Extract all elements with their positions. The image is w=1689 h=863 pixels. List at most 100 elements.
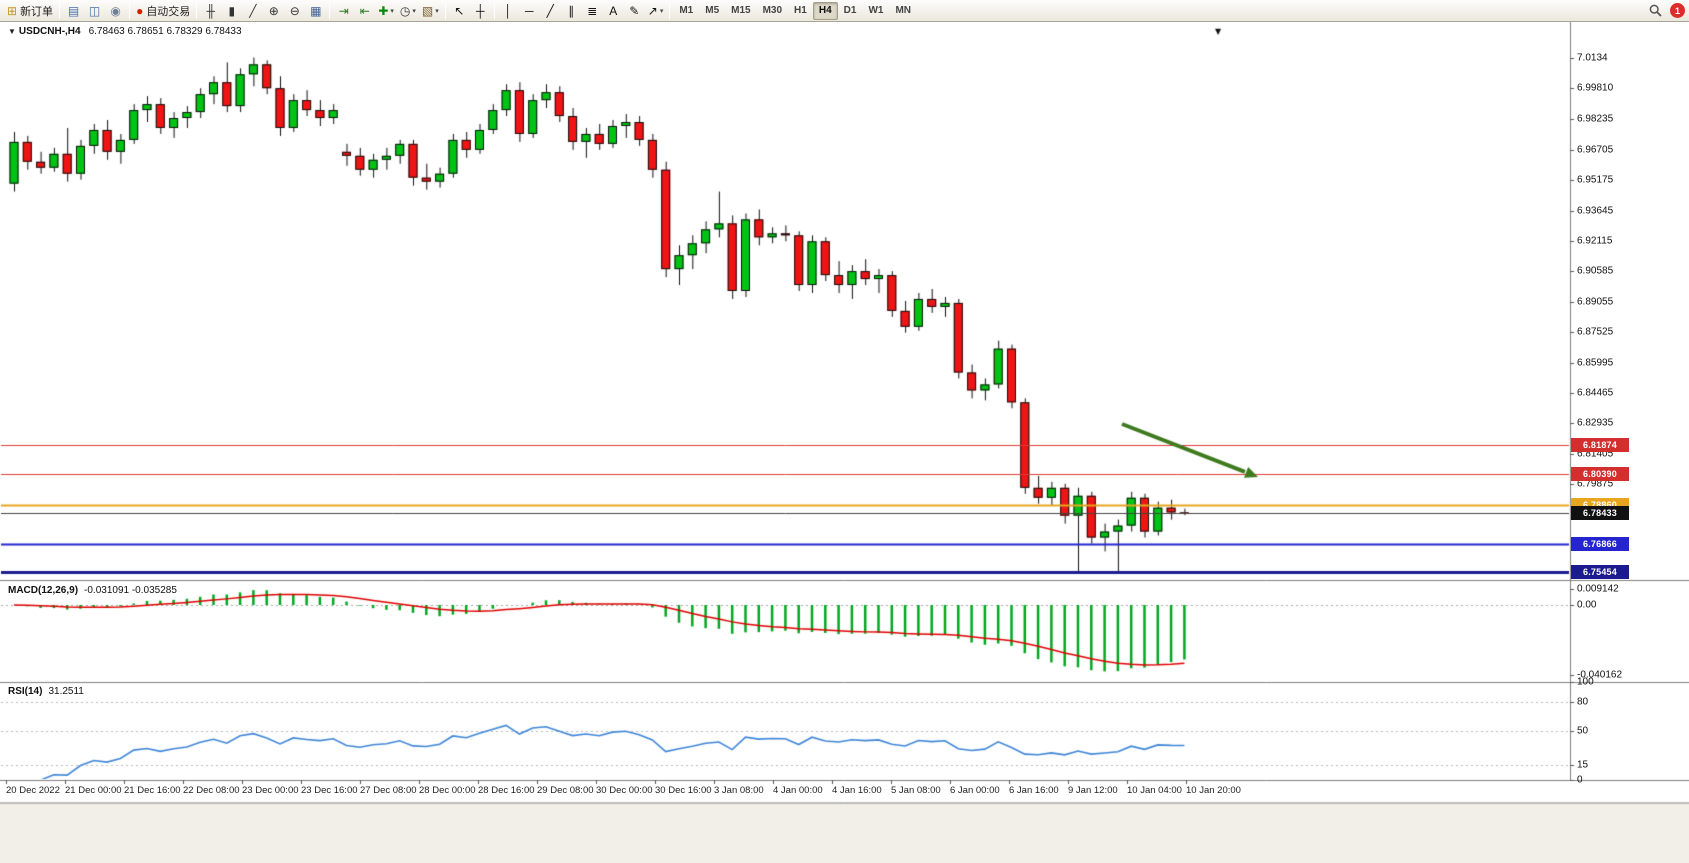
price-axis-tick: 6.99810 [1577,82,1614,94]
timeframe-h4-button[interactable]: H4 [812,1,838,20]
auto-trading-button[interactable]: ● 自动交易 [133,1,193,20]
trendline-button[interactable]: ╱ [540,1,561,20]
text-button[interactable]: A [603,1,624,20]
time-axis-label: 22 Dec 08:00 [183,785,240,796]
tile-windows-button[interactable]: ▦ [305,1,326,20]
timeframe-d1-button[interactable]: D1 [838,2,863,20]
macd-pane-label: MACD(12,26,9) -0.031091 -0.035285 [8,585,177,596]
indicators-button[interactable]: ✚ ▾ [375,1,397,20]
channel-icon: ∥ [568,3,575,18]
time-axis-label: 20 Dec 2022 [6,785,60,796]
price-level-badge: 6.78433 [1571,506,1629,520]
price-level-badge: 6.80390 [1571,467,1629,482]
candlestick-chart-icon: ▮ [228,3,236,18]
candlestick-chart-button[interactable]: ▮ [221,1,242,20]
indicators-icon: ✚ [378,3,389,18]
notification-badge[interactable]: 1 [1670,3,1685,18]
chart-canvas[interactable] [0,22,1689,863]
templates-icon: ▧ [421,3,434,18]
zoom-out-button[interactable]: ⊖ [284,1,305,20]
text-label-button[interactable]: ✎ [624,1,645,20]
price-axis-tick: 7.0134 [1577,52,1608,64]
chart-region[interactable]: ▼ USDCNH-,H4 6.78463 6.78651 6.78329 6.784… [0,22,1689,863]
rsi-axis-tick: 50 [1577,725,1589,737]
periods-button[interactable]: ◷ ▾ [397,1,419,20]
price-axis-tick: 6.90585 [1577,265,1614,277]
auto-trading-icon: ● [136,3,144,18]
price-axis-tick: 6.98235 [1577,113,1614,125]
price-level-badge: 6.75454 [1571,565,1629,580]
toolbar-separator [129,2,131,19]
time-axis-label: 28 Dec 00:00 [419,785,476,796]
toolbar-separator [493,2,495,19]
text-icon: A [609,3,618,18]
bars-chart-button[interactable]: ╫ [200,1,221,20]
templates-button[interactable]: ▧ ▾ [419,1,442,20]
cursor-icon: ↖ [454,3,465,18]
alerts-button[interactable]: ◉ [105,1,126,20]
toolbar-separator [669,2,671,19]
zoom-in-icon: ⊕ [268,3,279,18]
toolbar-separator [444,2,446,19]
time-axis-label: 9 Jan 12:00 [1068,785,1118,796]
time-axis-label: 10 Jan 04:00 [1127,785,1182,796]
timeframe-m15-button[interactable]: M15 [725,2,756,20]
price-axis-tick: 6.93645 [1577,205,1614,217]
new-order-button[interactable]: ⊞ 新订单 [4,1,56,20]
time-axis-label: 30 Dec 00:00 [596,785,653,796]
macd-indicator-values: -0.031091 -0.035285 [84,585,177,596]
timeframe-m1-button[interactable]: M1 [673,2,699,20]
crosshair-button[interactable]: ┼ [470,1,491,20]
caret-down-icon: ▾ [659,7,664,15]
timeframe-h1-button[interactable]: H1 [788,2,813,20]
zoom-out-icon: ⊖ [289,3,300,18]
time-axis-label: 21 Dec 16:00 [124,785,181,796]
data-window-icon: ◫ [88,3,101,18]
print-button[interactable]: ▤ [63,1,84,20]
auto-trading-label: 自动交易 [146,5,191,18]
rsi-indicator-value: 31.2511 [48,686,84,697]
shapes-button[interactable]: ↗ ▾ [645,1,667,20]
timeframe-mn-button[interactable]: MN [889,2,917,20]
auto-scroll-button[interactable]: ⇥ [333,1,354,20]
price-axis-tick: 6.89055 [1577,296,1614,308]
fibonacci-icon: ≣ [587,3,598,18]
channel-button[interactable]: ∥ [561,1,582,20]
time-axis-label: 5 Jan 08:00 [891,785,941,796]
vertical-line-button[interactable]: │ [498,1,519,20]
cursor-button[interactable]: ↖ [449,1,470,20]
toolbar-separator [196,2,198,19]
trendline-icon: ╱ [546,3,554,18]
horizontal-line-button[interactable]: ─ [519,1,540,20]
time-axis-label: 29 Dec 08:00 [537,785,594,796]
caret-down-icon: ▾ [435,7,439,15]
search-icon [1649,4,1662,17]
shapes-icon: ↗ [647,3,658,18]
horizontal-line-icon: ─ [524,3,534,18]
timeframe-w1-button[interactable]: W1 [862,2,889,20]
time-axis-label: 6 Jan 16:00 [1009,785,1059,796]
timeframe-m5-button[interactable]: M5 [699,2,725,20]
macd-indicator-name: MACD(12,26,9) [8,585,79,596]
rsi-axis-tick: 100 [1577,676,1594,688]
chart-shift-button[interactable]: ⇤ [354,1,375,20]
collapse-arrow-icon[interactable]: ▼ [8,27,16,36]
crosshair-icon: ┼ [475,3,485,18]
zoom-in-button[interactable]: ⊕ [263,1,284,20]
timeframe-m30-button[interactable]: M30 [757,2,788,20]
price-level-badge: 6.81874 [1571,437,1629,452]
search-button[interactable] [1645,1,1666,20]
vertical-line-icon: │ [504,3,513,18]
time-axis-label: 30 Dec 16:00 [655,785,712,796]
rsi-indicator-name: RSI(14) [8,686,43,697]
data-window-button[interactable]: ◫ [84,1,105,20]
price-level-badge: 6.76866 [1571,537,1629,552]
fibonacci-button[interactable]: ≣ [582,1,603,20]
chart-title: ▼ USDCNH-,H4 6.78463 6.78651 6.78329 6.784… [8,26,242,37]
chart-shift-icon: ⇤ [359,3,370,18]
price-axis-tick: 6.92115 [1577,235,1613,247]
line-chart-button[interactable]: ╱ [242,1,263,20]
time-axis-label: 21 Dec 00:00 [65,785,122,796]
main-toolbar: ⊞ 新订单 ▤ ◫ ◉ ● 自动交易 ╫ ▮ ╱ ⊕ ⊖ ▦ ⇥ ⇤ ✚ ▾ ◷ ▾ ▧ ▾ ↖ ┼ │ ─ ╱ ∥ ≣ A ✎ ↗ ▾ M1 M… [0,0,1689,22]
rsi-axis-tick: 0 [1577,774,1583,786]
